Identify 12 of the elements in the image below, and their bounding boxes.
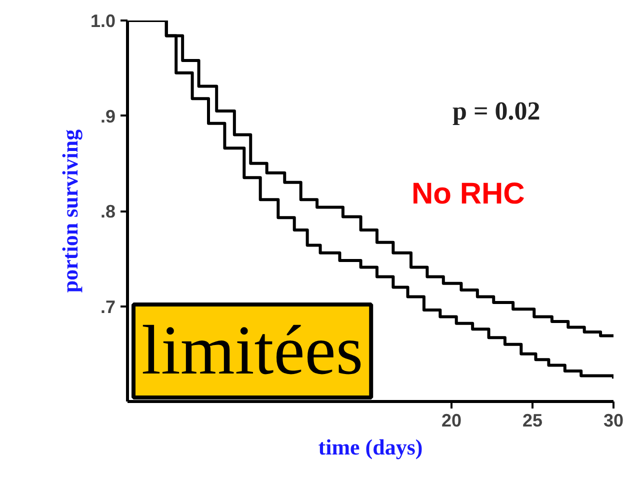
annotation: No RHC [412, 178, 525, 210]
x-tick-label: 30 [603, 410, 624, 430]
x-axis-title: time (days) [318, 434, 423, 460]
x-tick-label: 25 [522, 410, 543, 430]
y-tick-label: .8 [100, 202, 116, 222]
y-tick-label: .9 [100, 106, 116, 126]
x-tick-label: 20 [441, 410, 462, 430]
y-tick-label: 1.0 [90, 11, 116, 31]
y-axis-title: portion surviving [57, 129, 82, 293]
y-tick-label: .7 [100, 296, 116, 317]
annotation: p = 0.02 [452, 96, 540, 126]
annotation: limitées [142, 312, 364, 390]
